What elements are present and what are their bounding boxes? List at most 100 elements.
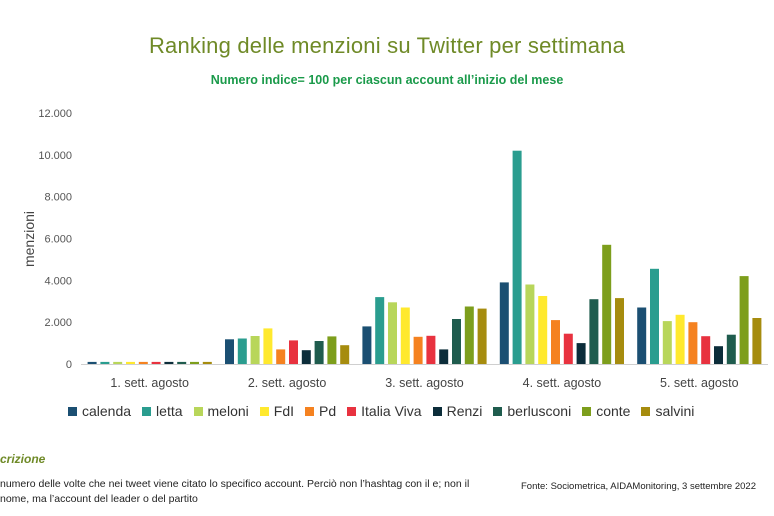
bar <box>688 322 698 364</box>
y-tick-label: 2.000 <box>44 317 72 329</box>
description-title: crizione <box>0 452 46 466</box>
bar <box>701 336 711 364</box>
bar <box>289 340 298 364</box>
bar <box>113 361 123 364</box>
legend-swatch <box>432 406 442 416</box>
bar <box>301 350 311 364</box>
legend-item: Pd <box>305 403 336 419</box>
bar <box>499 282 509 364</box>
bar <box>439 349 449 364</box>
legend-swatch <box>493 406 503 416</box>
bar <box>100 361 110 364</box>
legend-item: conte <box>582 403 630 419</box>
bar <box>177 361 187 364</box>
bar <box>87 361 97 364</box>
legend-swatch <box>259 406 269 416</box>
y-tick-label: 12.000 <box>38 108 72 120</box>
bar <box>563 333 573 364</box>
y-tick-label: 6.000 <box>44 234 72 246</box>
bar <box>202 361 212 364</box>
source-note: Fonte: Sociometrica, AIDAMonitoring, 3 s… <box>521 481 756 492</box>
legend-swatch <box>641 406 651 416</box>
chart-legend: calenda letta meloni FdI Pd Italia Viva Renzi b… <box>68 401 705 421</box>
bar <box>637 307 647 364</box>
legend-swatch <box>142 406 152 416</box>
legend-label: Renzi <box>446 403 483 419</box>
bar <box>426 335 436 364</box>
bar <box>752 318 762 364</box>
description-text: numero delle volte che nei tweet viene c… <box>0 478 470 505</box>
y-tick-label: 8.000 <box>44 192 72 204</box>
bar <box>314 341 324 364</box>
bar <box>164 361 174 364</box>
bar <box>525 284 535 364</box>
legend-swatch <box>305 406 314 416</box>
bar <box>190 361 199 364</box>
legend-label: Pd <box>319 403 337 419</box>
legend-item: letta <box>142 403 183 419</box>
chart-subtitle: Numero indice= 100 per ciascun account a… <box>210 73 564 87</box>
legend-item: FdI <box>259 403 294 419</box>
legend-item: berlusconi <box>493 403 571 419</box>
legend-item: meloni <box>193 403 249 419</box>
legend-item: Italia Viva <box>347 403 422 419</box>
bar <box>650 268 659 364</box>
legend-label: berlusconi <box>507 403 572 419</box>
legend-swatch <box>347 406 357 416</box>
bar <box>739 276 749 364</box>
bar <box>362 326 372 364</box>
y-tick-label: 10.000 <box>38 150 72 162</box>
bar <box>464 306 474 364</box>
bar <box>138 361 148 364</box>
bar <box>237 338 247 364</box>
bar <box>375 297 385 364</box>
bar <box>126 361 135 364</box>
bar <box>675 314 685 364</box>
bar <box>477 308 487 364</box>
legend-label: meloni <box>207 403 249 419</box>
legend-item: Renzi <box>432 403 483 419</box>
legend-label: Italia Viva <box>361 403 422 419</box>
bar <box>538 296 548 364</box>
legend-swatch <box>68 406 77 416</box>
bar <box>413 336 423 364</box>
bar <box>225 339 234 364</box>
bar <box>714 346 723 364</box>
legend-item: calenda <box>68 403 131 419</box>
x-tick-label: 3. sett. agosto <box>385 376 464 390</box>
bar <box>551 320 560 364</box>
bar <box>263 328 273 364</box>
y-tick-label: 4.000 <box>44 275 72 287</box>
bar <box>452 319 461 364</box>
bar <box>276 349 286 364</box>
legend-label: letta <box>156 403 183 419</box>
bar <box>726 334 736 364</box>
y-tick-label: 0 <box>66 359 72 371</box>
legend-label: calenda <box>82 403 132 419</box>
bar <box>576 343 586 364</box>
bar <box>250 336 260 364</box>
legend-label: conte <box>596 403 631 419</box>
y-axis-label: menzioni <box>21 211 37 267</box>
legend-swatch <box>193 406 203 416</box>
x-tick-label: 1. sett. agosto <box>110 376 189 390</box>
bar <box>662 321 672 364</box>
bar-chart: 0 2.000 4.000 6.000 8.000 10.000 12.000 menzion… <box>21 108 768 390</box>
x-tick-label: 4. sett. agosto <box>523 376 602 390</box>
bar <box>602 244 612 364</box>
bar <box>615 298 624 364</box>
legend-item: salvini <box>641 403 694 419</box>
legend-swatch <box>582 406 592 416</box>
legend-label: FdI <box>273 403 294 419</box>
bar <box>340 345 350 364</box>
bar <box>589 299 599 364</box>
bar <box>512 150 522 364</box>
x-tick-label: 2. sett. agosto <box>248 376 327 390</box>
x-tick-label: 5. sett. agosto <box>660 376 739 390</box>
bar <box>400 307 410 364</box>
bar <box>388 302 397 364</box>
chart-title: Ranking delle menzioni su Twitter per se… <box>148 33 626 58</box>
legend-label: salvini <box>655 403 695 419</box>
bar <box>327 336 337 364</box>
bar <box>151 361 161 364</box>
